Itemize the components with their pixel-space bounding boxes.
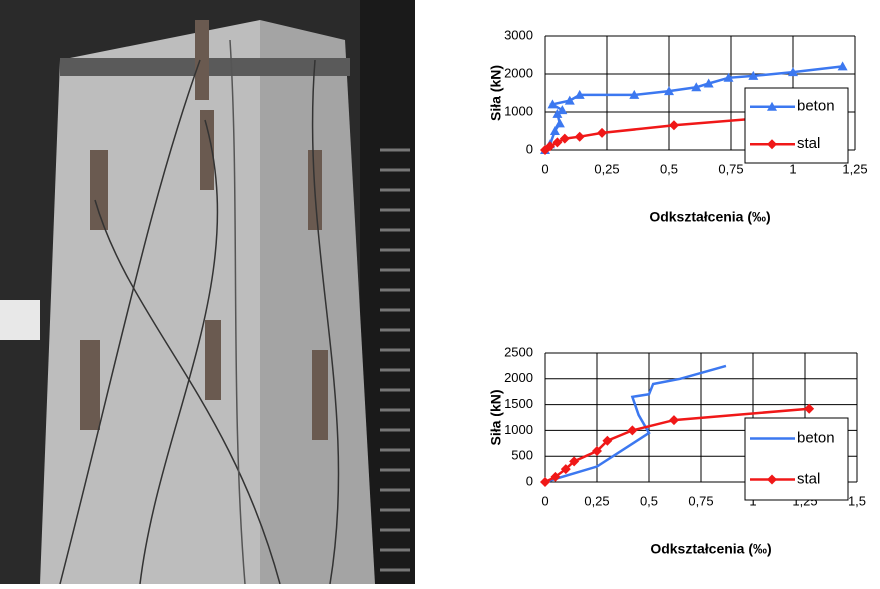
series-line <box>544 364 727 484</box>
marker <box>837 61 848 71</box>
marker <box>549 126 560 135</box>
marker <box>592 446 602 457</box>
marker <box>664 86 674 96</box>
marker <box>597 127 608 138</box>
marker <box>767 139 777 150</box>
legend-label: beton <box>797 429 835 446</box>
marker <box>557 105 568 115</box>
x-tick-label: 0,25 <box>584 493 609 508</box>
marker <box>668 120 679 131</box>
marker <box>550 471 561 482</box>
photo <box>0 0 415 585</box>
x-tick-label: 1 <box>749 493 756 508</box>
marker <box>748 70 759 80</box>
y-tick-label: 0 <box>526 473 533 488</box>
marker <box>552 137 563 148</box>
legend-label: stal <box>797 470 820 487</box>
marker <box>767 101 777 111</box>
y-tick-label: 1000 <box>504 422 533 437</box>
y-tick-label: 500 <box>511 448 533 463</box>
marker <box>569 456 580 467</box>
x-tick-label: 0,5 <box>640 493 658 508</box>
marker <box>602 435 613 446</box>
marker <box>703 78 714 88</box>
marker <box>804 403 815 414</box>
x-tick-label: 1,25 <box>842 161 867 176</box>
marker <box>574 89 585 99</box>
x-tick-label: 1 <box>789 161 796 176</box>
marker <box>552 108 563 118</box>
y-tick-label: 2000 <box>504 65 533 80</box>
marker <box>627 425 638 436</box>
x-tick-label: 0 <box>541 493 548 508</box>
y-tick-label: 1500 <box>504 396 533 411</box>
marker <box>788 67 798 77</box>
legend <box>744 417 849 501</box>
marker <box>564 95 575 105</box>
x-tick-label: 0,25 <box>594 161 619 176</box>
marker <box>560 464 571 475</box>
marker <box>691 82 702 92</box>
legend <box>744 87 849 164</box>
x-axis-title: Odkształcenia (‰) <box>649 209 770 225</box>
marker <box>668 415 679 426</box>
y-axis-title: Siła (kN) <box>488 65 504 121</box>
legend-label: beton <box>797 98 835 115</box>
marker <box>723 72 734 82</box>
y-tick-label: 2500 <box>504 344 533 359</box>
y-axis-title: Siła (kN) <box>488 389 504 445</box>
x-tick-label: 0,75 <box>718 161 743 176</box>
y-tick-label: 0 <box>526 141 533 156</box>
marker <box>544 141 555 152</box>
x-tick-label: 0 <box>541 161 548 176</box>
marker <box>559 133 570 144</box>
x-tick-label: 1,5 <box>848 493 866 508</box>
marker <box>554 118 565 128</box>
y-tick-label: 1000 <box>504 103 533 118</box>
legend-label: stal <box>797 135 820 152</box>
x-tick-label: 0,75 <box>688 493 713 508</box>
y-tick-label: 2000 <box>504 370 533 385</box>
x-tick-label: 0,5 <box>660 161 678 176</box>
y-tick-label: 3000 <box>504 27 533 42</box>
marker <box>540 477 550 487</box>
marker <box>547 99 558 109</box>
marker <box>629 89 640 99</box>
marker <box>767 474 777 485</box>
marker <box>574 131 585 142</box>
x-axis-title: Odkształcenia (‰) <box>650 541 771 557</box>
